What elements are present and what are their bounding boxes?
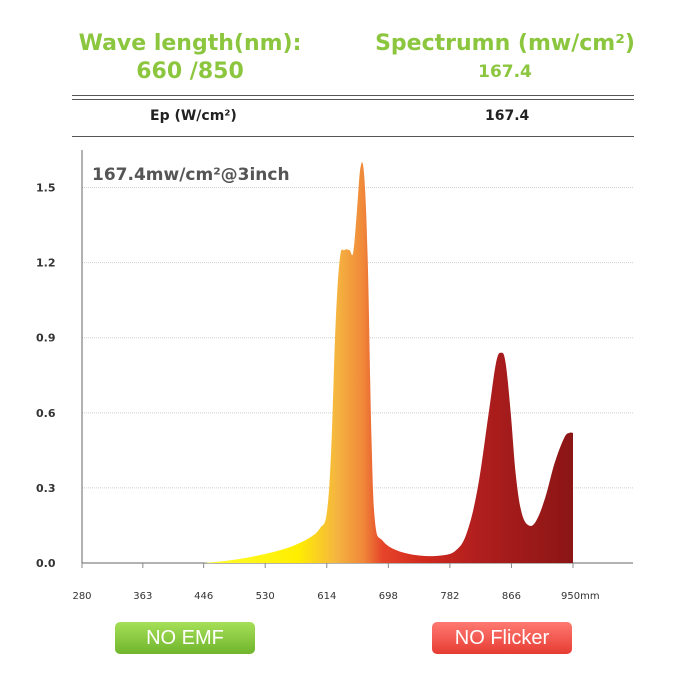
spectrum-area — [203, 162, 573, 563]
no-emf-badge: NO EMF — [115, 622, 255, 654]
wavelength-title: Wave length(nm): — [78, 31, 302, 56]
chart-annotation: 167.4mw/cm²@3inch — [92, 165, 290, 185]
y-tick-label: 0.6 — [36, 407, 56, 420]
y-tick-label: 0.3 — [36, 482, 56, 495]
table-rule-top-double — [72, 99, 634, 100]
y-tick-label: 0.0 — [36, 557, 56, 570]
x-tick-label: 950mm — [561, 591, 600, 602]
x-tick-label: 446 — [194, 591, 213, 602]
ep-label: Ep (W/cm²) — [150, 108, 237, 124]
x-axis: 280 363 446 530 614 698 782 866 950mm — [72, 563, 600, 602]
x-tick-label: 866 — [502, 591, 521, 602]
y-tick-label: 1.5 — [36, 182, 56, 195]
spectrum-value: 167.4 — [478, 62, 532, 82]
x-tick-label: 782 — [440, 591, 459, 602]
y-tick-label: 0.9 — [36, 332, 56, 345]
table-rule-top — [72, 95, 634, 96]
spectrum-title: Spectrumn (mw/cm²) — [375, 31, 635, 56]
ep-value: 167.4 — [485, 108, 530, 124]
x-tick-label: 614 — [317, 591, 336, 602]
wavelength-value: 660 /850 — [136, 59, 244, 84]
spectrum-header: Spectrumn (mw/cm²) 167.4 — [360, 30, 650, 86]
table-rule-bottom — [72, 136, 634, 137]
no-flicker-badge: NO Flicker — [432, 622, 572, 654]
x-tick-label: 530 — [256, 591, 275, 602]
y-axis: 0.0 0.3 0.6 0.9 1.2 1.5 — [36, 150, 83, 570]
x-tick-label: 363 — [133, 591, 152, 602]
x-tick-label: 698 — [379, 591, 398, 602]
x-tick-label: 280 — [72, 591, 91, 602]
y-tick-label: 1.2 — [36, 257, 56, 270]
wavelength-header: Wave length(nm): 660 /850 — [60, 30, 320, 86]
